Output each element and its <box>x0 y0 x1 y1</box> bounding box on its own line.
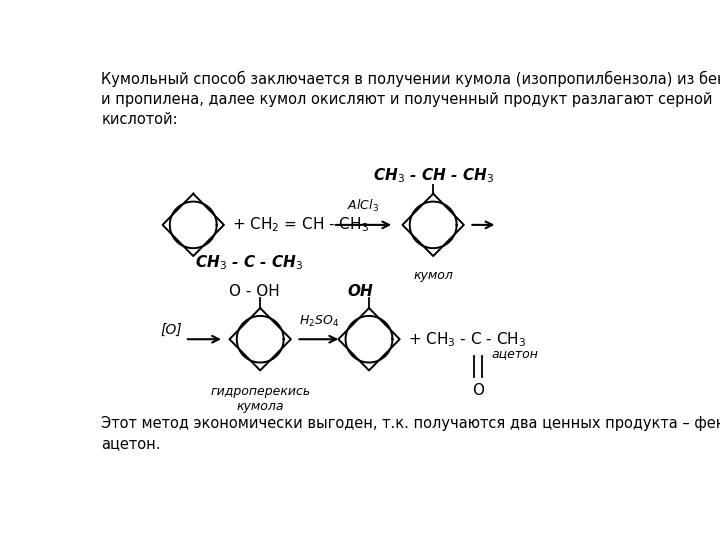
Text: Этот метод экономически выгоден, т.к. получаются два ценных продукта – фенол и
а: Этот метод экономически выгоден, т.к. по… <box>101 416 720 451</box>
Text: CH$_3$ - C - CH$_3$: CH$_3$ - C - CH$_3$ <box>195 253 303 272</box>
Text: + CH$_3$ - C - CH$_3$: + CH$_3$ - C - CH$_3$ <box>408 330 526 349</box>
Text: Кумольный способ заключается в получении кумола (изопропилбензола) из бензола
и : Кумольный способ заключается в получении… <box>101 71 720 127</box>
Text: H$_2$SO$_4$: H$_2$SO$_4$ <box>299 314 339 329</box>
Text: O - OH: O - OH <box>229 284 280 299</box>
Text: кумола: кумола <box>236 400 284 413</box>
Text: O: O <box>472 383 484 398</box>
Text: ацетон: ацетон <box>492 347 539 360</box>
Text: [O]: [O] <box>160 323 181 337</box>
Text: AlCl$_3$: AlCl$_3$ <box>348 198 379 214</box>
Text: + CH$_2$ = CH - CH$_3$: + CH$_2$ = CH - CH$_3$ <box>233 215 369 234</box>
Text: гидроперекись: гидроперекись <box>210 385 310 398</box>
Text: OH: OH <box>348 284 374 299</box>
Text: кумол: кумол <box>413 268 453 281</box>
Text: CH$_3$ - CH - CH$_3$: CH$_3$ - CH - CH$_3$ <box>372 166 494 185</box>
